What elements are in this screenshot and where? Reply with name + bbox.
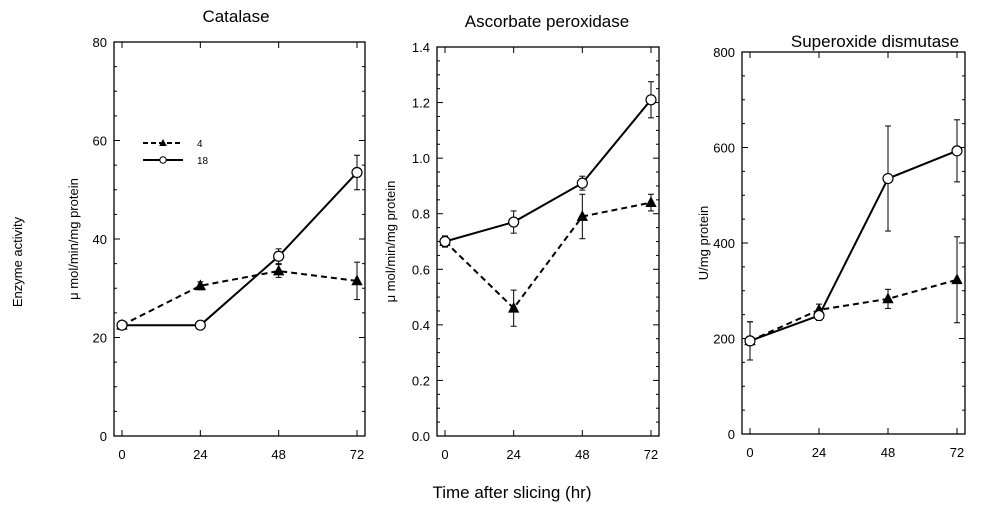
plot-frame <box>741 51 966 435</box>
data-point-filled-triangle <box>645 196 657 208</box>
chart-title: Superoxide dismutase <box>791 32 959 51</box>
y-tick-label: 1.2 <box>412 96 430 111</box>
y-tick-label: 0.8 <box>412 207 430 222</box>
chart-panel-ascorbate-peroxidase: Ascorbate peroxidase μ mol/min/mg protein… <box>383 12 660 462</box>
series-line <box>749 149 958 342</box>
legend-marker-open-circle <box>159 156 167 164</box>
data-point-open-circle <box>951 145 963 157</box>
y-axis-label: μ mol/min/mg protein <box>383 181 398 303</box>
y-tick-label: 1.0 <box>412 151 430 166</box>
x-tick-label: 0 <box>118 447 125 462</box>
shared-y-axis-label: Enzyme activity <box>10 216 25 307</box>
y-tick-label: 800 <box>713 45 735 60</box>
y-tick-label: 400 <box>713 236 735 251</box>
series-filled-triangle <box>439 193 657 327</box>
y-tick-label: 0 <box>728 427 735 442</box>
data-point-open-circle <box>194 319 206 331</box>
series-line <box>749 278 958 342</box>
y-tick-label: 80 <box>93 35 107 50</box>
data-point-open-circle <box>813 309 825 322</box>
data-point-filled-triangle <box>508 301 520 313</box>
data-point-open-circle <box>508 216 520 228</box>
series-line <box>122 171 358 327</box>
series-open-circle <box>439 81 657 248</box>
data-point-open-circle <box>439 235 451 248</box>
x-tick-label: 0 <box>746 445 753 460</box>
data-point-filled-triangle <box>576 210 588 221</box>
data-point-filled-triangle <box>951 273 963 285</box>
y-tick-label: 0.6 <box>412 262 430 277</box>
data-point-open-circle <box>351 166 363 179</box>
data-point-open-circle <box>273 250 285 262</box>
x-tick-label: 72 <box>350 447 364 462</box>
data-point-filled-triangle <box>882 292 894 304</box>
y-tick-label: 0.0 <box>412 429 430 444</box>
x-tick-label: 72 <box>644 447 658 462</box>
y-tick-label: 0.2 <box>412 373 430 388</box>
y-tick-label: 1.4 <box>412 40 430 55</box>
legend-label: 18 <box>197 156 209 167</box>
chart-title: Catalase <box>202 7 269 26</box>
x-tick-label: 48 <box>575 447 589 462</box>
x-tick-label: 48 <box>881 445 895 460</box>
x-tick-label: 24 <box>812 445 826 460</box>
data-point-filled-triangle <box>194 279 206 291</box>
x-tick-label: 24 <box>193 447 207 462</box>
data-point-open-circle <box>576 177 588 189</box>
shared-x-axis-label: Time after slicing (hr) <box>432 483 591 502</box>
x-tick-label: 0 <box>441 447 448 462</box>
series-open-circle <box>116 154 363 331</box>
y-axis-label: μ mol/min/mg protein <box>66 178 81 300</box>
chart-panel-superoxide-dismutase: Superoxide dismutase U/mg protein 0 200 400 6… <box>696 32 966 460</box>
data-point-open-circle <box>116 319 128 331</box>
plot-frame <box>436 46 660 437</box>
chart-title: Ascorbate peroxidase <box>465 12 629 31</box>
series-open-circle <box>744 119 963 361</box>
series-filled-triangle <box>116 261 363 330</box>
y-axis-label: U/mg protein <box>696 206 711 280</box>
data-point-filled-triangle <box>273 264 285 276</box>
y-tick-label: 200 <box>713 332 735 347</box>
legend: 4 18 <box>143 139 209 167</box>
series-filled-triangle <box>744 236 963 361</box>
y-tick-label: 20 <box>93 331 107 346</box>
data-point-open-circle <box>645 94 657 106</box>
y-tick-label: 40 <box>93 232 107 247</box>
legend-label: 4 <box>197 139 203 150</box>
x-tick-label: 72 <box>950 445 964 460</box>
y-tick-label: 600 <box>713 141 735 156</box>
series-line <box>121 270 358 327</box>
chart-panel-catalase: Catalase μ mol/min/mg protein 0 20 40 60 80 0 24… <box>66 7 366 462</box>
plot-frame <box>113 41 366 437</box>
data-point-filled-triangle <box>351 274 363 286</box>
series-line <box>444 201 652 310</box>
series-line <box>444 99 652 243</box>
y-tick-label: 60 <box>93 134 107 149</box>
y-tick-label: 0.4 <box>412 318 430 333</box>
y-tick-label: 0 <box>100 429 107 444</box>
x-tick-label: 48 <box>271 447 285 462</box>
data-point-open-circle <box>882 172 894 185</box>
data-point-open-circle <box>744 335 756 347</box>
legend-marker-filled-triangle <box>159 139 167 146</box>
x-tick-label: 24 <box>506 447 520 462</box>
